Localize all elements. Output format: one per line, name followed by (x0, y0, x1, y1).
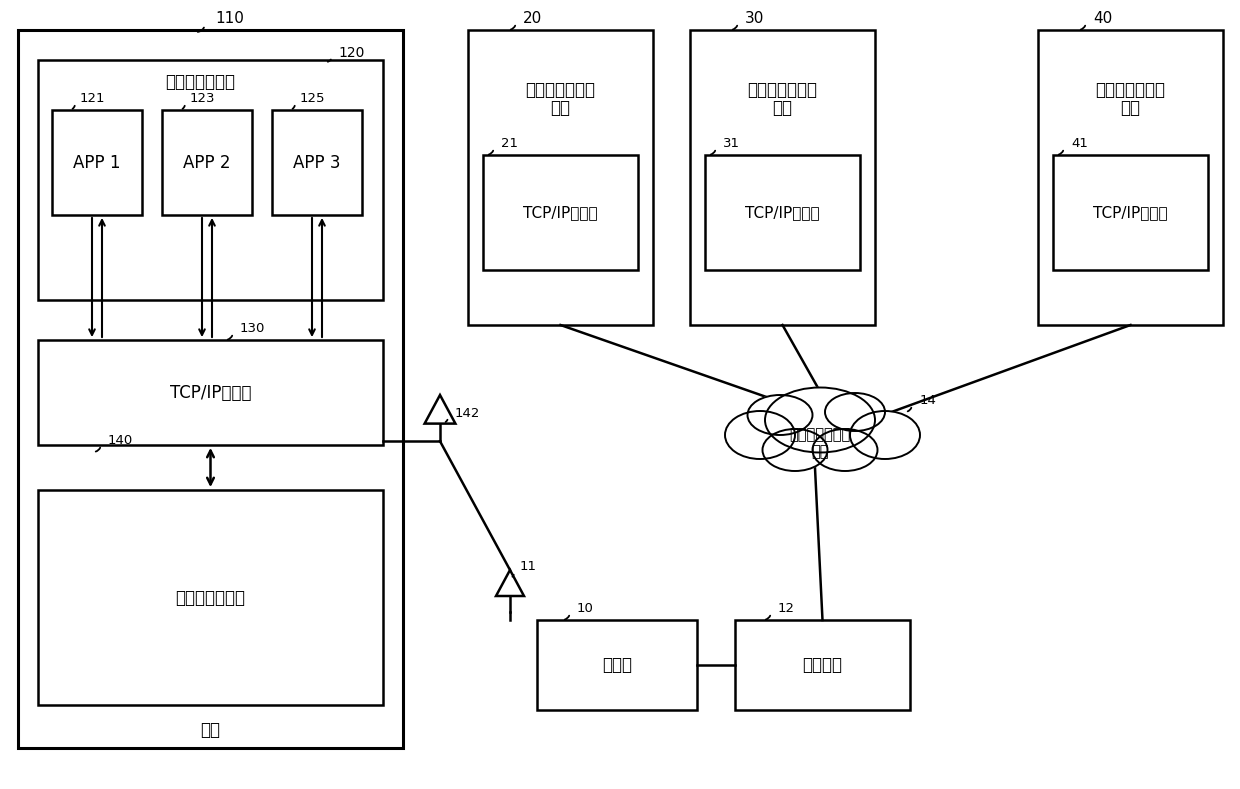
Ellipse shape (812, 429, 878, 471)
FancyArrowPatch shape (228, 335, 232, 339)
FancyArrowPatch shape (72, 106, 74, 109)
Bar (19, 30, 403, 748)
Text: 10: 10 (577, 601, 594, 615)
Ellipse shape (825, 393, 885, 431)
Text: 12: 12 (777, 601, 795, 615)
FancyArrowPatch shape (95, 447, 100, 451)
Text: 务器: 务器 (773, 99, 792, 117)
Polygon shape (424, 395, 455, 424)
Bar (38, 60, 383, 300)
Text: 11: 11 (520, 560, 537, 574)
Text: TCP/IP协议栈: TCP/IP协议栈 (745, 205, 820, 220)
Text: 125: 125 (300, 92, 325, 104)
Text: 142: 142 (455, 406, 480, 420)
Ellipse shape (849, 411, 920, 459)
Bar (689, 30, 875, 325)
Polygon shape (496, 570, 525, 596)
FancyArrowPatch shape (766, 615, 770, 619)
Bar (735, 620, 910, 710)
Bar (467, 30, 653, 325)
FancyArrowPatch shape (445, 420, 448, 422)
Bar (484, 155, 639, 270)
Text: 务器: 务器 (551, 99, 570, 117)
FancyArrowPatch shape (293, 106, 295, 109)
Text: APP 2: APP 2 (184, 154, 231, 171)
Text: TCP/IP协议栈: TCP/IP协议栈 (170, 383, 252, 402)
Bar (162, 110, 252, 215)
FancyArrowPatch shape (711, 151, 715, 155)
Text: 第二应用程序服: 第二应用程序服 (748, 81, 817, 99)
Text: TCP/IP协议栈: TCP/IP协议栈 (1094, 205, 1168, 220)
Ellipse shape (725, 411, 795, 459)
Text: 无线网关: 无线网关 (802, 656, 842, 674)
Text: 31: 31 (723, 136, 740, 149)
Ellipse shape (763, 429, 827, 471)
Bar (1053, 155, 1208, 270)
Text: 第三应用程序服: 第三应用程序服 (1095, 81, 1166, 99)
Text: 120: 120 (339, 46, 365, 60)
Text: 第一应用程序服: 第一应用程序服 (526, 81, 595, 99)
Text: 接入点: 接入点 (601, 656, 632, 674)
Text: 40: 40 (1092, 10, 1112, 25)
Text: 21: 21 (501, 136, 518, 149)
FancyArrowPatch shape (327, 59, 331, 62)
Text: 41: 41 (1071, 136, 1087, 149)
Text: 130: 130 (241, 321, 265, 335)
Text: 121: 121 (81, 92, 105, 104)
FancyArrowPatch shape (511, 26, 515, 29)
Bar (537, 620, 697, 710)
Bar (272, 110, 362, 215)
Text: 14: 14 (920, 394, 937, 406)
Text: 110: 110 (215, 10, 244, 25)
Text: 务器: 务器 (1121, 99, 1141, 117)
Bar (52, 110, 143, 215)
FancyArrowPatch shape (908, 408, 911, 411)
Bar (706, 155, 861, 270)
Text: 网）: 网） (811, 444, 828, 459)
Bar (1038, 30, 1223, 325)
FancyArrowPatch shape (564, 615, 569, 619)
FancyArrowPatch shape (182, 106, 185, 109)
FancyArrowPatch shape (1081, 26, 1085, 29)
Text: TCP/IP协议栈: TCP/IP协议栈 (523, 205, 598, 220)
Ellipse shape (748, 395, 812, 435)
Text: APP 1: APP 1 (73, 154, 120, 171)
FancyArrowPatch shape (733, 26, 738, 29)
Text: 30: 30 (745, 10, 764, 25)
Bar (38, 340, 383, 445)
Text: 应用程序控制器: 应用程序控制器 (165, 73, 236, 91)
Bar (38, 490, 383, 705)
FancyArrowPatch shape (197, 28, 203, 32)
Text: 无线调制解调器: 无线调制解调器 (176, 589, 246, 607)
Text: APP 3: APP 3 (293, 154, 341, 171)
FancyArrowPatch shape (1059, 151, 1063, 155)
Text: 140: 140 (108, 433, 133, 447)
Text: 20: 20 (523, 10, 542, 25)
FancyArrowPatch shape (512, 574, 513, 577)
Text: 123: 123 (190, 92, 216, 104)
Text: 广域网（如因特: 广域网（如因特 (790, 428, 851, 443)
FancyArrowPatch shape (489, 151, 494, 155)
Ellipse shape (765, 387, 875, 453)
Text: 终端: 终端 (201, 721, 221, 739)
